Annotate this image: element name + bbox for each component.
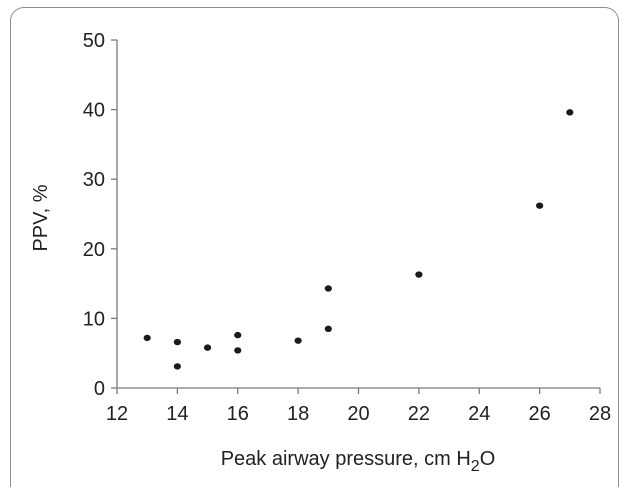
y-tick-label: 50 [83, 30, 105, 52]
y-tick-label: 40 [83, 100, 105, 122]
x-tick-label: 14 [166, 403, 188, 425]
y-tick-label: 10 [83, 308, 105, 330]
x-axis-title-subscript: 2 [471, 458, 480, 475]
ticks: 0 10 20 30 40 50 12 14 16 18 20 22 24 26 28 [83, 30, 611, 425]
data-point [294, 337, 302, 344]
x-axis-title: Peak airway pressure, cm H2O [221, 448, 496, 475]
x-tick-label: 24 [468, 403, 490, 425]
x-tick-label: 28 [589, 403, 611, 425]
data-point [324, 325, 332, 333]
y-tick-label: 20 [83, 239, 105, 261]
y-tick-label: 0 [94, 378, 105, 400]
data-point [324, 285, 332, 292]
data-point [173, 363, 181, 370]
data-point [173, 338, 181, 346]
data-point [203, 344, 212, 351]
axes [116, 40, 600, 389]
data-point [536, 202, 544, 209]
data-point [415, 271, 423, 278]
chart-frame [10, 7, 619, 487]
data-points [143, 109, 574, 370]
x-tick-label: 22 [408, 403, 430, 425]
x-tick-label: 20 [347, 403, 369, 425]
y-tick-label: 30 [83, 169, 105, 191]
x-axis-title-tail: O [480, 448, 496, 470]
data-point [566, 109, 574, 116]
x-axis-title-main: Peak airway pressure, cm H [221, 448, 471, 470]
data-point [234, 331, 242, 339]
data-point [143, 334, 151, 342]
x-tick-label: 18 [287, 403, 309, 425]
x-tick-label: 12 [106, 403, 128, 425]
x-tick-label: 26 [529, 403, 551, 425]
x-tick-label: 16 [227, 403, 249, 425]
y-axis-title: PPV, % [30, 184, 52, 251]
data-point [234, 347, 242, 354]
